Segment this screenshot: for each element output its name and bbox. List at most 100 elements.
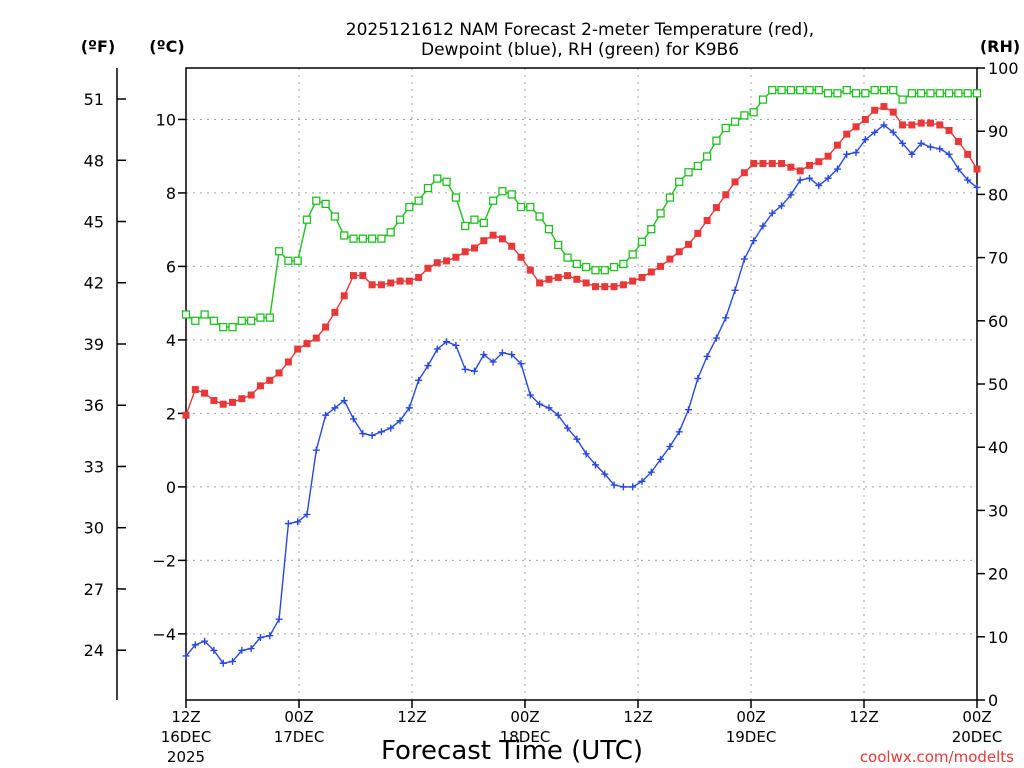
rh-point [917, 89, 926, 98]
credit-link[interactable]: coolwx.com/modelts [860, 748, 1014, 766]
temperature-point [787, 163, 795, 171]
temperature-point [861, 115, 869, 123]
rh-point [833, 89, 842, 98]
dewpoint-point [694, 374, 702, 382]
dewpoint-point [340, 397, 348, 405]
rh-point [544, 225, 554, 234]
dewpoint-point [973, 183, 981, 191]
rh-point [665, 193, 675, 202]
rh-point [758, 95, 768, 104]
temperature-point [899, 121, 907, 129]
rh-point [219, 322, 228, 332]
dewpoint-point [415, 376, 423, 384]
rh-point [851, 89, 861, 98]
temperature-point [387, 279, 395, 287]
temperature-point [740, 169, 748, 177]
temperature-point [415, 273, 423, 281]
celsius-tick-label: 2 [166, 404, 176, 423]
x-tick-label-time: 00Z [284, 708, 313, 726]
celsius-tick-label: 10 [156, 110, 176, 129]
temperature-point [210, 397, 218, 405]
celsius-tick-label: −2 [152, 551, 176, 570]
dewpoint-point [871, 128, 879, 136]
rh-point [637, 237, 647, 246]
temperature-point [889, 108, 897, 116]
rh-point [907, 89, 917, 98]
dewpoint-point [740, 255, 748, 263]
dewpoint-point [675, 428, 683, 436]
x-tick-label-time: 12Z [623, 708, 652, 726]
rh-tick-label: 20 [988, 565, 1008, 584]
temperature-point [480, 237, 488, 245]
rh-point [461, 221, 470, 231]
rh-point [842, 85, 851, 95]
rh-point [433, 174, 442, 183]
rh-point [321, 199, 330, 209]
dewpoint-point [275, 615, 283, 623]
rh-point [274, 247, 284, 256]
temperature-point [312, 334, 320, 342]
chart-title: 2025121612 NAM Forecast 2-meter Temperat… [346, 20, 814, 40]
temperature-point [554, 273, 562, 281]
dewpoint-point [610, 481, 618, 489]
temperature-point [182, 411, 190, 419]
fahrenheit-tick-label: 42 [84, 274, 104, 293]
dewpoint-point [284, 520, 292, 528]
temperature-point [796, 167, 804, 175]
dewpoint-point [852, 149, 860, 157]
temperature-point [591, 283, 599, 291]
temperature-point [452, 253, 460, 261]
dewpoint-point [498, 349, 506, 357]
rh-point [395, 215, 405, 224]
temperature-point [805, 161, 813, 169]
dewpoint-point [768, 209, 776, 217]
temperature-point [722, 191, 730, 199]
rh-point [740, 111, 749, 120]
dewpoint-point [964, 176, 972, 184]
rh-point [879, 85, 889, 95]
rh-point [823, 89, 833, 98]
rh-point [349, 234, 358, 243]
dewpoint-point [945, 150, 953, 158]
dewpoint-point [470, 367, 478, 375]
dewpoint-point [480, 351, 488, 359]
dewpoint-point [582, 450, 590, 458]
temperature-point [703, 216, 711, 224]
rh-point [293, 256, 302, 265]
rh-point [312, 196, 321, 205]
rh-point [768, 85, 777, 95]
rh-point [265, 313, 274, 322]
rh-point [488, 196, 498, 205]
temperature-point [564, 272, 572, 280]
temperature-point [657, 262, 665, 270]
dewpoint-point [899, 139, 907, 147]
temperature-point [871, 106, 879, 114]
rh-tick-label: 30 [988, 501, 1008, 520]
temperature-point [424, 264, 432, 272]
rh-point [777, 85, 786, 95]
temperature-point [405, 277, 413, 285]
temperature-point [954, 137, 962, 145]
rh-point [209, 316, 219, 325]
temperature-point [229, 398, 237, 406]
dewpoint-point [294, 518, 302, 526]
dewpoint-point [526, 391, 534, 399]
rh-point [256, 313, 265, 322]
dewpoint-point [359, 430, 367, 438]
dewpoint-point [405, 404, 413, 412]
rh-point [730, 117, 740, 126]
dewpoint-point [396, 417, 404, 425]
rh-point [963, 89, 972, 98]
temperature-point [377, 281, 385, 289]
temperature-point [768, 160, 776, 168]
rh-point [181, 310, 191, 319]
x-tick-label-date: 16DEC [161, 728, 212, 746]
rh-point [870, 85, 879, 95]
dewpoint-point [256, 634, 264, 642]
rh-point [749, 108, 758, 117]
fahrenheit-tick-label: 45 [84, 213, 104, 232]
dewpoint-point [266, 632, 274, 640]
dewpoint-point [452, 341, 460, 349]
temperature-point [731, 178, 739, 186]
